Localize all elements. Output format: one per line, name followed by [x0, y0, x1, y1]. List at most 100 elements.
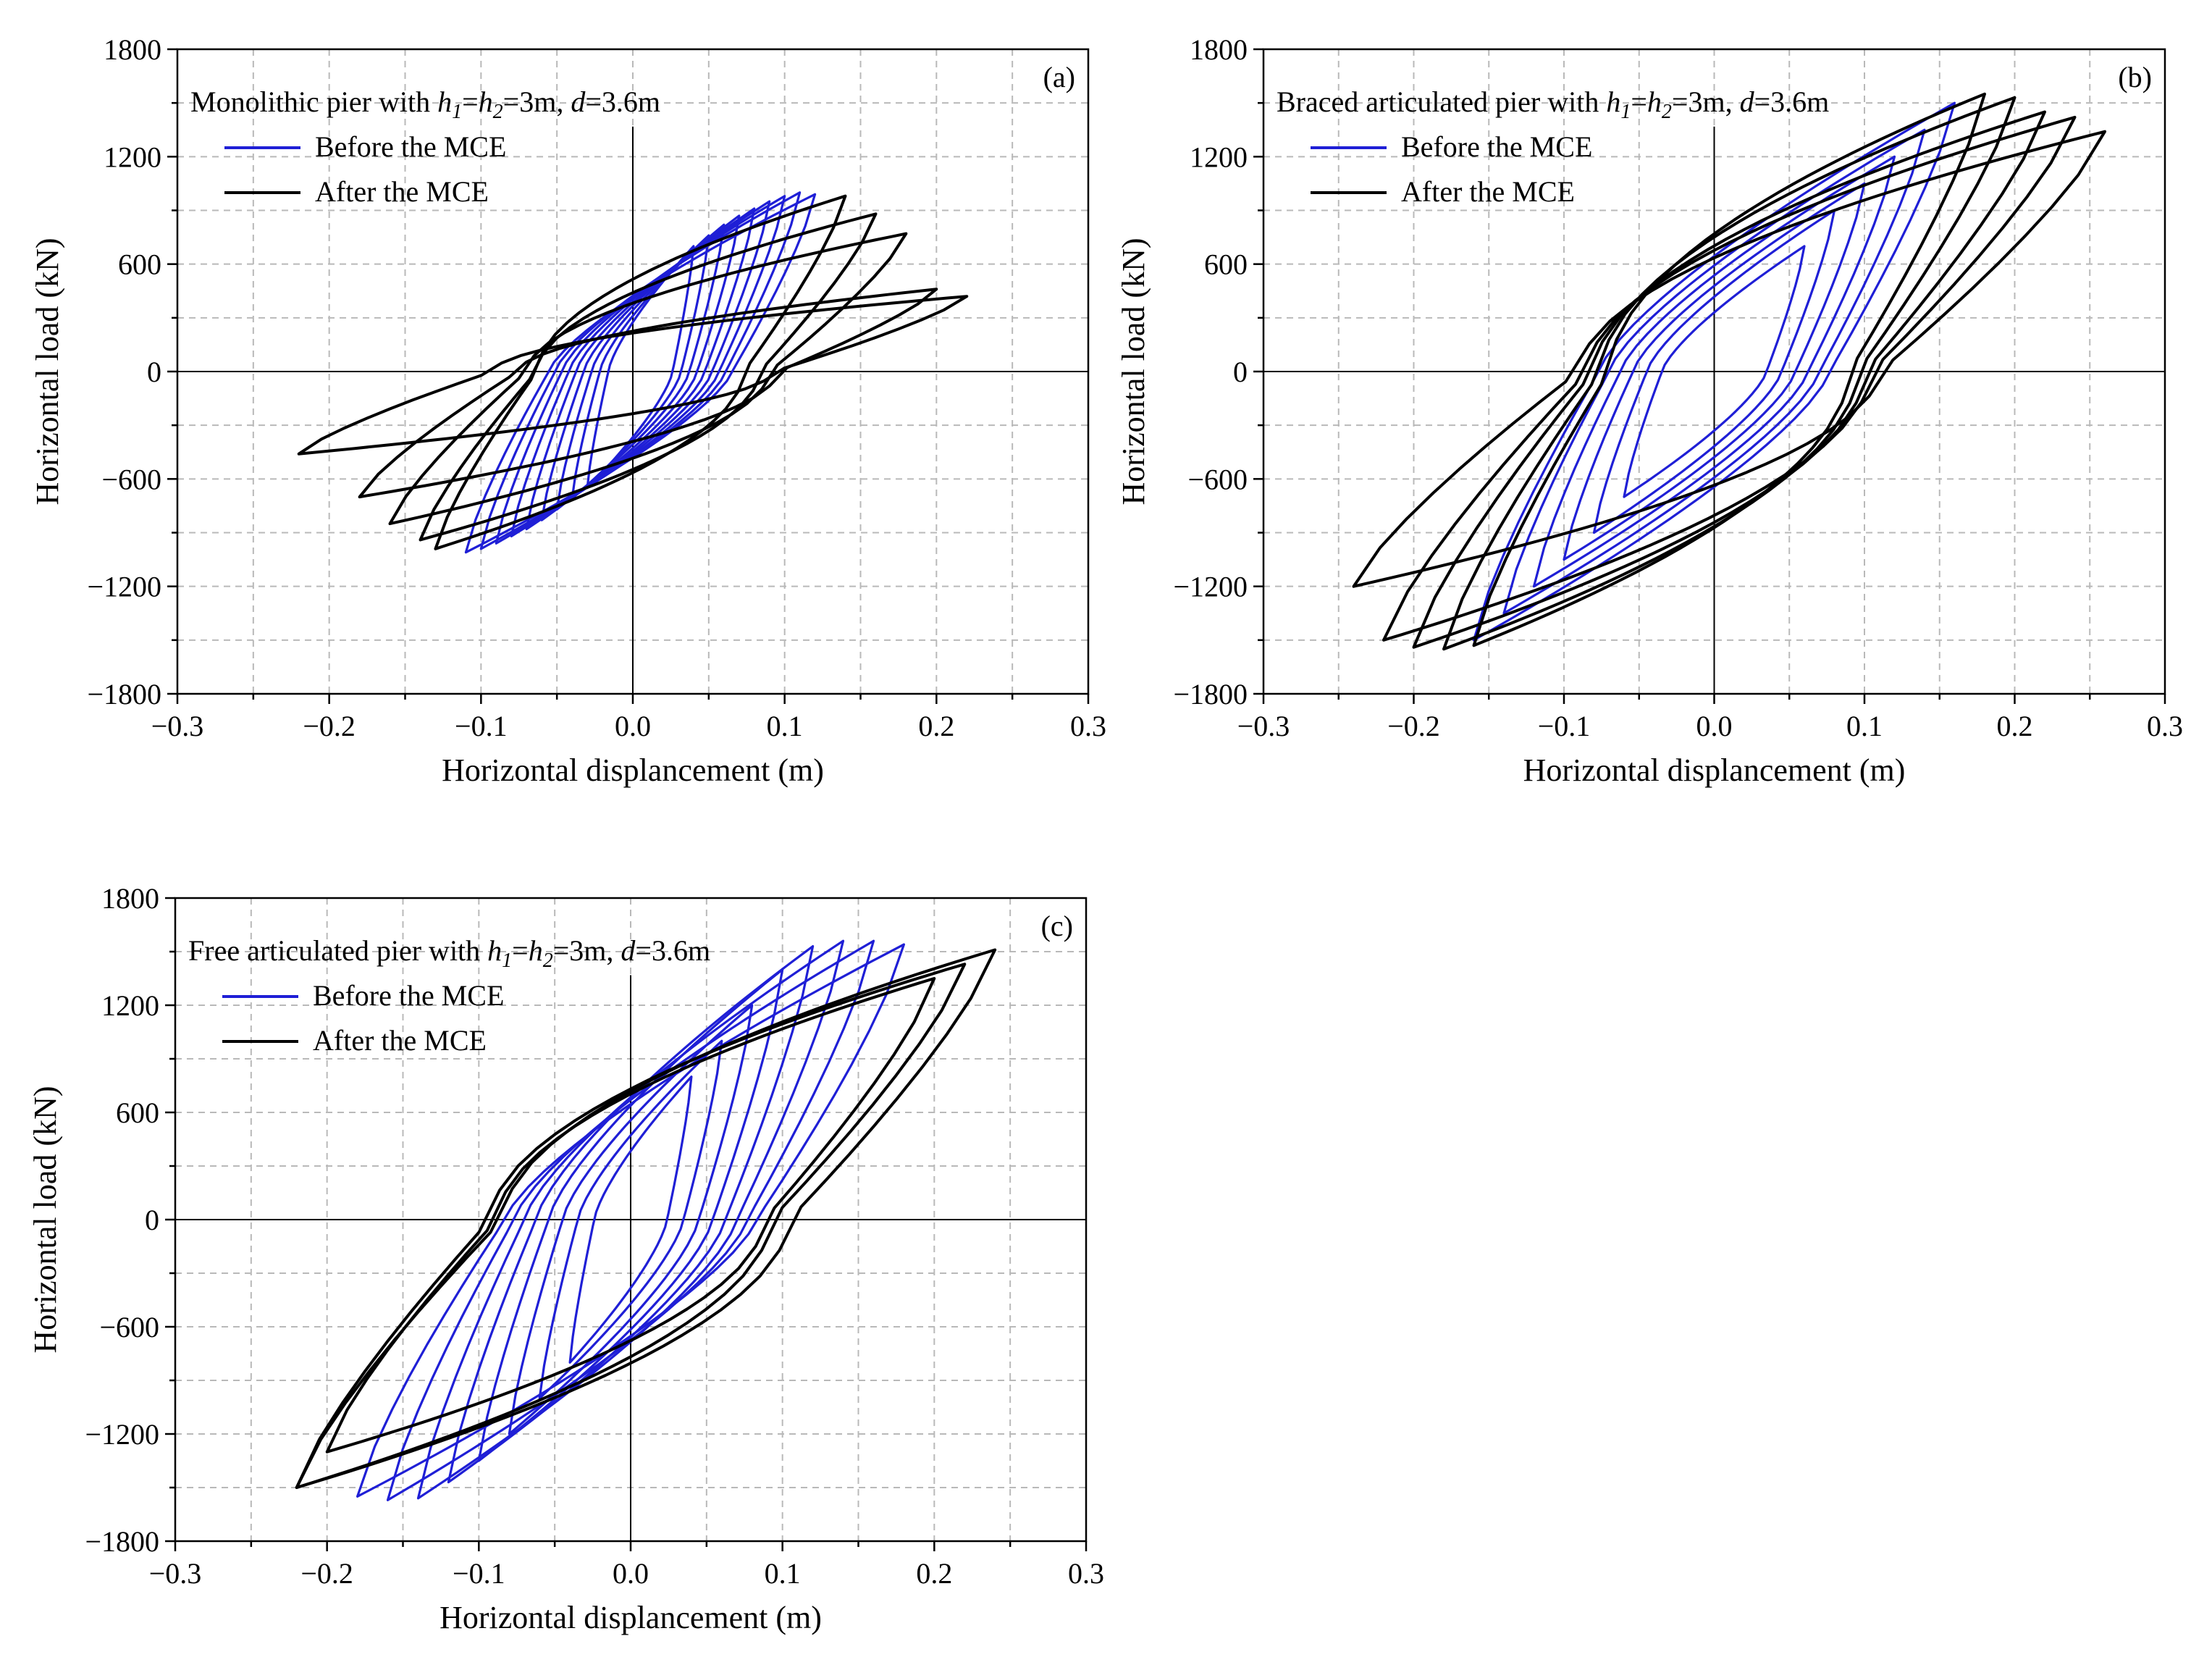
- y-tick-label: −600: [1187, 463, 1248, 495]
- y-tick-label: 1800: [104, 33, 161, 66]
- x-tick-label: 0.0: [615, 710, 651, 742]
- y-tick-label: 1200: [101, 989, 159, 1022]
- hysteresis-loop-before-8: [479, 191, 802, 550]
- panel-tag: (a): [1043, 61, 1075, 93]
- panel-title-part: =: [1631, 85, 1647, 118]
- x-tick-label: −0.3: [1237, 710, 1290, 742]
- hysteresis-loop-before-1: [568, 1075, 693, 1364]
- panel-title-part: h: [1606, 85, 1620, 118]
- hysteresis-loop-after-2: [419, 212, 878, 542]
- curves: [297, 191, 969, 554]
- panel-tag: (b): [2118, 61, 2152, 93]
- x-tick-label: −0.3: [149, 1557, 202, 1590]
- y-tick-label: 0: [147, 356, 161, 388]
- ticks: [167, 48, 1090, 704]
- panel-title-part: h: [437, 85, 452, 118]
- x-tick-label: 0.0: [613, 1557, 649, 1590]
- y-tick-label: −1200: [87, 571, 161, 603]
- hysteresis-loop-after-4: [1382, 115, 2077, 642]
- x-tick-label: 0.0: [1696, 710, 1733, 742]
- y-tick-label: 1200: [104, 141, 161, 173]
- y-tick-label: 0: [145, 1204, 159, 1236]
- hysteresis-loop-before-6: [1472, 101, 1956, 642]
- curves: [295, 939, 997, 1501]
- legend: Before the MCE After the MCE: [222, 979, 504, 1057]
- x-tick-label: −0.2: [1387, 710, 1440, 742]
- x-tick-label: −0.2: [300, 1557, 353, 1590]
- hysteresis-loop-after-5: [1352, 130, 2106, 588]
- hysteresis-loop-before-5: [447, 945, 815, 1484]
- hysteresis-loop-before-3: [1563, 182, 1866, 561]
- hysteresis-loop-before-1: [1623, 245, 1806, 498]
- panel-title-part: d: [571, 85, 586, 118]
- hysteresis-loop-after-1: [1472, 92, 1986, 647]
- panel-title-part: 1: [1620, 101, 1631, 123]
- panel-title-part: =3m,: [503, 85, 571, 118]
- hysteresis-loop-before-9: [464, 193, 817, 554]
- panel-title-part: 1: [502, 949, 512, 972]
- panel-title: Free articulated pier with h1=h2=3m, d=3…: [188, 934, 710, 972]
- x-tick-label: −0.2: [303, 710, 356, 742]
- ticks: [165, 897, 1088, 1551]
- y-tick-label: −1200: [1173, 571, 1248, 603]
- panel-title: Braced articulated pier with h1=h2=3m, d…: [1277, 85, 1829, 123]
- panel-title-part: =3.6m: [585, 85, 660, 118]
- legend-label-after: After the MCE: [315, 175, 489, 208]
- x-tick-label: 0.1: [765, 1557, 801, 1590]
- hysteresis-loop-after-4: [358, 288, 938, 499]
- panel-title-part: Braced articulated pier with: [1277, 85, 1606, 118]
- panel-title-part: h: [1647, 85, 1662, 118]
- ticks: [1253, 48, 2166, 704]
- x-tick-label: 0.3: [1070, 710, 1106, 742]
- hysteresis-loop-before-7: [386, 939, 875, 1501]
- hysteresis-loop-after-1: [434, 194, 847, 550]
- panel-title-part: =3.6m: [635, 934, 710, 967]
- y-tick-label: 1800: [101, 882, 159, 915]
- y-tick-label: 1200: [1190, 141, 1248, 173]
- hysteresis-loop-after-5: [297, 295, 969, 456]
- panel-title-part: h: [487, 934, 502, 967]
- panel-a: −0.3 −0.2 −0.1 0.0 0.1 0.2 0.3 −1800 −1200 −600 0 6…: [30, 33, 1106, 788]
- y-tick-label: −1800: [87, 678, 161, 710]
- x-tick-label: −0.1: [1538, 710, 1591, 742]
- panel-title-part: h: [479, 85, 493, 118]
- hysteresis-loop-before-6: [416, 939, 845, 1500]
- panel-c: −0.3 −0.2 −0.1 0.0 0.1 0.2 0.3 −1800 −1200 −600 0 6…: [28, 882, 1104, 1635]
- hysteresis-loop-after-3: [295, 948, 997, 1489]
- panel-title-part: =: [462, 85, 479, 118]
- panel-tag: (c): [1041, 910, 1073, 942]
- panel-title-part: =3.6m: [1754, 85, 1830, 118]
- y-tick-label: −1800: [1173, 678, 1248, 710]
- x-tick-label: 0.2: [1997, 710, 2033, 742]
- panel-title-part: =: [512, 934, 529, 967]
- x-tick-label: 0.2: [918, 710, 954, 742]
- y-tick-label: −600: [101, 463, 161, 495]
- x-tick-label: 0.1: [767, 710, 803, 742]
- panel-title-part: d: [1740, 85, 1755, 118]
- x-tick-label: 0.1: [1846, 710, 1883, 742]
- x-tick-label: 0.3: [2147, 710, 2183, 742]
- panel-title: Monolithic pier with h1=h2=3m, d=3.6m: [190, 85, 660, 123]
- x-axis-title: Horizontal displancement (m): [440, 1600, 822, 1635]
- legend-label-before: Before the MCE: [313, 979, 504, 1012]
- panel-b: −0.3 −0.2 −0.1 0.0 0.1 0.2 0.3 −1800 −1200 −600 0 6…: [1116, 33, 2183, 788]
- hysteresis-loop-after-1: [325, 977, 936, 1454]
- y-axis-title: Horizontal load (kN): [1116, 238, 1151, 506]
- y-tick-label: 600: [1204, 248, 1248, 281]
- legend-label-after: After the MCE: [1401, 175, 1575, 208]
- hysteresis-loop-before-3: [508, 1004, 754, 1435]
- x-tick-label: −0.1: [453, 1557, 505, 1590]
- x-tick-label: −0.1: [455, 710, 508, 742]
- legend-label-before: Before the MCE: [1401, 130, 1592, 163]
- x-tick-label: 0.2: [916, 1557, 952, 1590]
- hysteresis-loop-before-2: [1592, 209, 1836, 534]
- panel-title-part: 2: [543, 949, 553, 972]
- panel-title-part: =3m,: [553, 934, 621, 967]
- y-axis-title: Horizontal load (kN): [30, 238, 65, 506]
- panel-title-part: 1: [452, 101, 462, 123]
- legend: Before the MCE After the MCE: [224, 130, 506, 208]
- panel-title-part: 2: [493, 101, 503, 123]
- hysteresis-loop-after-3: [388, 232, 908, 526]
